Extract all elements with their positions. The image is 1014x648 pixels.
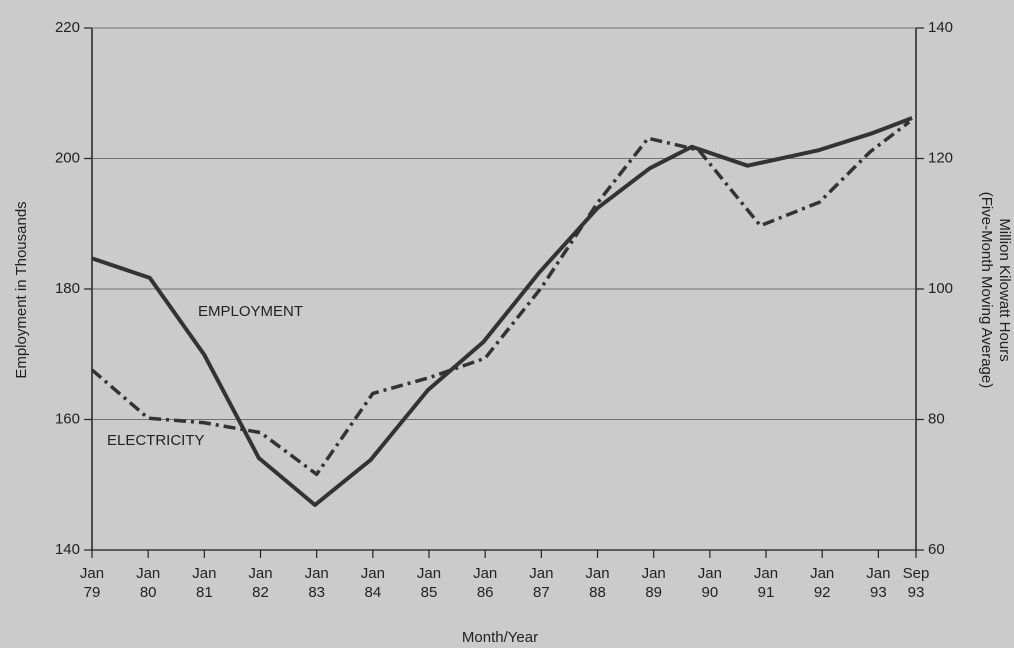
y2-tick-label: 120 — [928, 149, 953, 166]
series-label: ELECTRICITY — [107, 432, 205, 449]
y2-tick-label: 80 — [928, 410, 945, 427]
x-tick-label: Jan 84 — [360, 565, 385, 601]
y-tick-label: 200 — [55, 149, 80, 166]
y2-axis-label: (Five-Month Moving Average) — [978, 192, 995, 388]
x-tick-label: Jan 82 — [248, 565, 273, 601]
series-line — [90, 120, 911, 477]
x-tick-label: Jan 89 — [641, 565, 666, 601]
x-tick-label: Jan 83 — [304, 565, 329, 601]
x-tick-label: Jan 88 — [585, 565, 610, 601]
x-tick-label: Jan 93 — [866, 565, 891, 601]
series-label: EMPLOYMENT — [198, 303, 303, 320]
x-tick-label: Jan 91 — [753, 565, 779, 601]
x-tick-label: Jan 79 — [79, 565, 105, 601]
y-tick-label: 160 — [55, 410, 80, 427]
x-tick-label: Sep 93 — [902, 565, 930, 601]
x-tick-label: Jan 90 — [697, 565, 722, 601]
x-axis-label: Month/Year — [462, 629, 538, 646]
y-axis-label: Employment in Thousands — [13, 201, 30, 378]
x-tick-label: Jan 87 — [529, 565, 554, 601]
x-tick-label: Jan 85 — [416, 565, 442, 601]
y2-axis-label: Million Kilowatt Hours — [996, 218, 1013, 361]
series-line — [91, 116, 913, 507]
x-tick-label: Jan 81 — [192, 565, 217, 601]
y-tick-label: 220 — [55, 19, 80, 36]
y2-tick-label: 140 — [928, 19, 953, 36]
y2-tick-label: 100 — [928, 280, 953, 297]
x-tick-label: Jan 92 — [810, 565, 835, 601]
x-tick-label: Jan 86 — [473, 565, 498, 601]
y2-tick-label: 60 — [928, 541, 945, 558]
y-tick-label: 180 — [55, 280, 80, 297]
x-tick-label: Jan 80 — [136, 565, 161, 601]
y-tick-label: 140 — [55, 541, 80, 558]
